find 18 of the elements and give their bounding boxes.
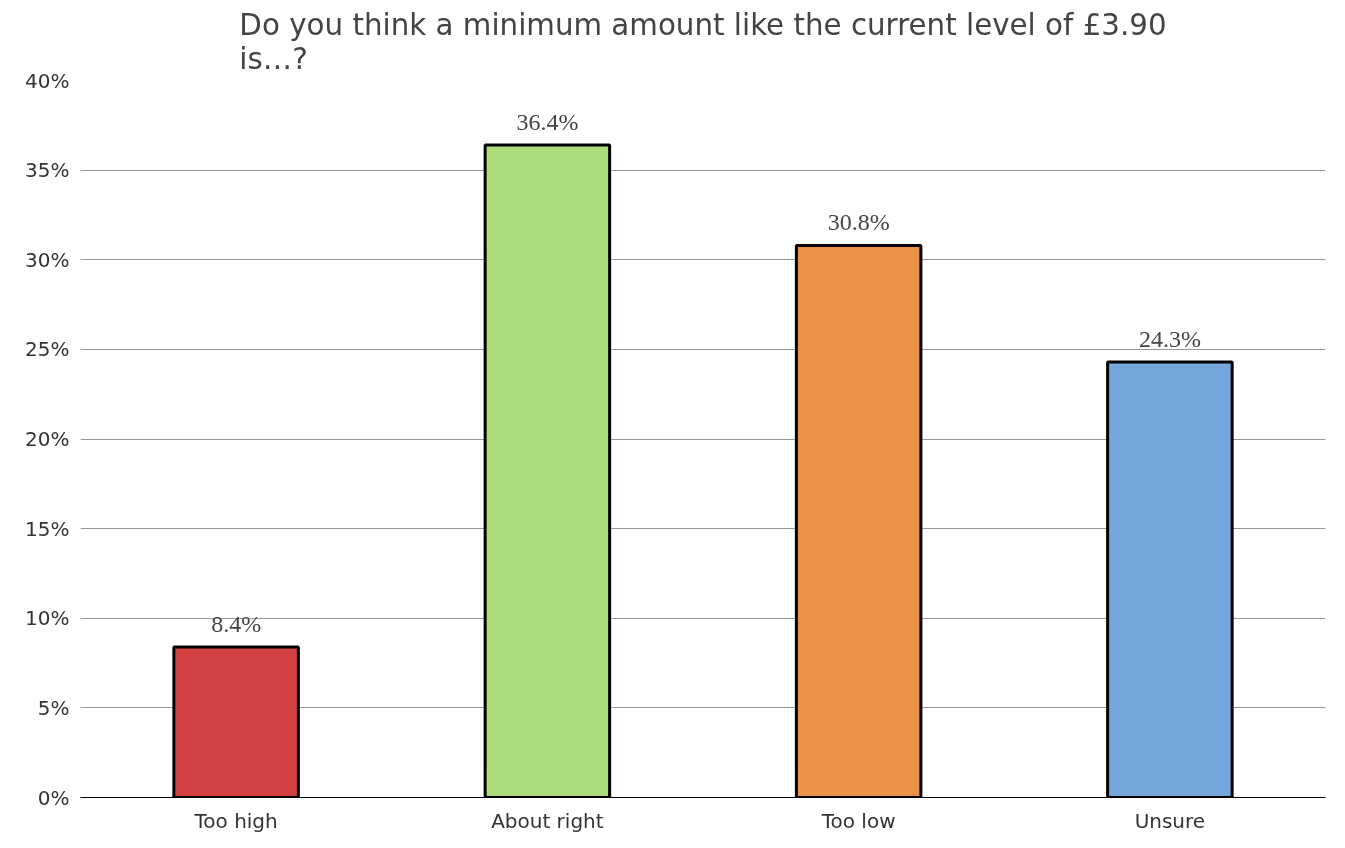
y-tick-label: 15% [25, 516, 70, 541]
x-tick-label: Unsure [1134, 808, 1206, 833]
chart-title: Do you think a minimum amount like the current level of £3.90 is…? [239, 7, 1167, 76]
x-tick-label: About right [491, 808, 604, 833]
y-tick-label: 35% [25, 158, 70, 183]
y-tick-label: 5% [37, 695, 70, 720]
x-tick-label: Too high [193, 808, 278, 833]
y-tick-label: 25% [25, 337, 70, 362]
y-tick-label: 0% [37, 785, 70, 810]
y-tick-label: 30% [25, 247, 70, 272]
data-label: 8.4% [211, 610, 262, 637]
data-label: 36.4% [516, 109, 579, 136]
data-label: 30.8% [827, 209, 890, 236]
y-tick-label: 20% [25, 427, 70, 451]
data-label: 24.3% [1138, 325, 1201, 352]
y-tick-label: 40% [25, 68, 70, 93]
y-tick-label: 10% [25, 606, 70, 631]
x-tick-label: Too low [820, 808, 896, 833]
